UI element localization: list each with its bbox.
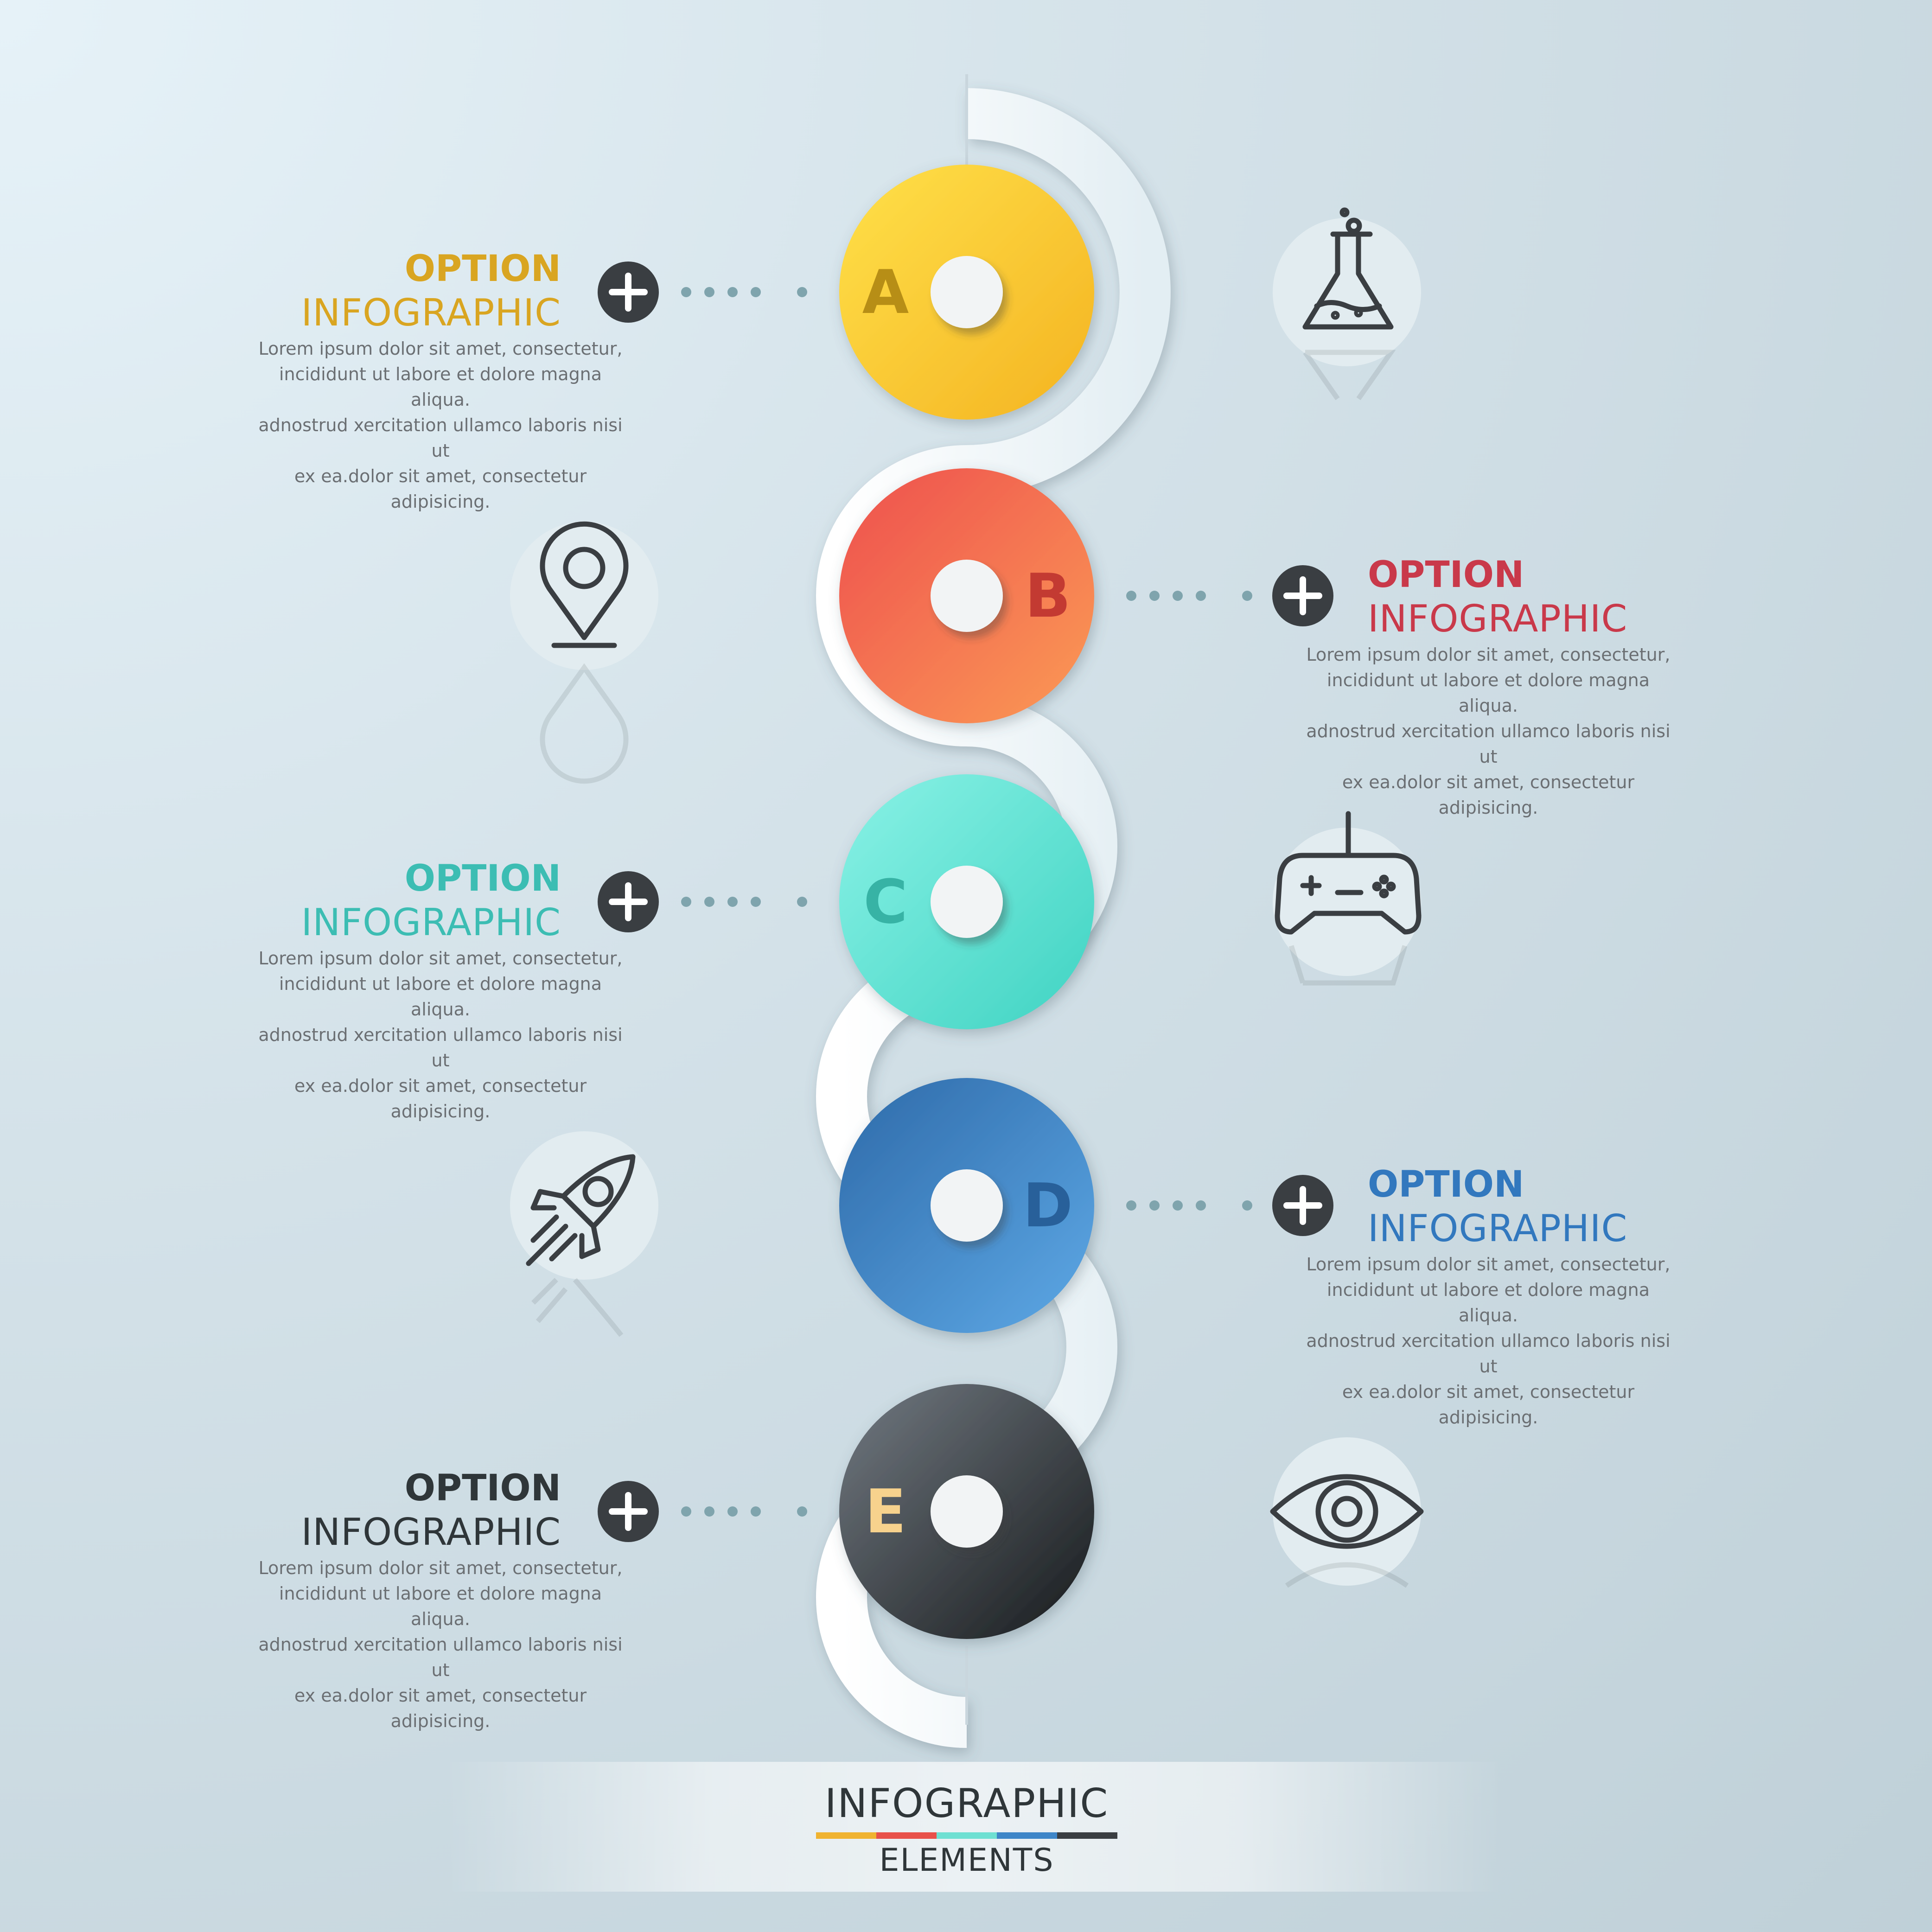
option-d-text: OPTION INFOGRAPHIC Lorem ipsum dolor sit… bbox=[1298, 1164, 1678, 1430]
option-e-body: Lorem ipsum dolor sit amet, consectetur,… bbox=[250, 1556, 631, 1734]
option-b-line-4: ex ea.dolor sit amet, consectetur adipis… bbox=[1342, 772, 1635, 818]
option-b-line-3: adnostrud xercitation ullamco laboris ni… bbox=[1306, 721, 1671, 767]
option-b-title: OPTION bbox=[1368, 554, 1524, 596]
option-d-title: OPTION bbox=[1368, 1164, 1524, 1205]
option-d-subtitle: INFOGRAPHIC bbox=[1368, 1207, 1628, 1250]
rocket-icon bbox=[510, 1131, 658, 1280]
footer-title: INFOGRAPHIC bbox=[824, 1780, 1109, 1827]
option-e-line-1: Lorem ipsum dolor sit amet, consectetur, bbox=[258, 1558, 623, 1578]
knob-a[interactable] bbox=[931, 256, 1003, 328]
location-pin-icon bbox=[510, 521, 658, 670]
letter-e: E bbox=[865, 1476, 906, 1547]
option-b-line-2: incididunt ut labore et dolore magna ali… bbox=[1326, 670, 1650, 716]
plus-button-a[interactable] bbox=[598, 261, 659, 323]
option-a-subtitle: INFOGRAPHIC bbox=[301, 291, 561, 334]
option-c-body: Lorem ipsum dolor sit amet, consectetur,… bbox=[250, 946, 631, 1124]
dots-c bbox=[681, 897, 807, 907]
footer-bar-b bbox=[876, 1832, 937, 1839]
option-c-title: OPTION bbox=[404, 858, 561, 899]
option-a-line-3: adnostrud xercitation ullamco laboris ni… bbox=[258, 415, 623, 461]
letter-c: C bbox=[863, 867, 907, 937]
option-e-subtitle: INFOGRAPHIC bbox=[301, 1511, 561, 1554]
footer-bar-c bbox=[937, 1832, 997, 1839]
option-e-line-4: ex ea.dolor sit amet, consectetur adipis… bbox=[294, 1685, 587, 1731]
knob-e[interactable] bbox=[931, 1475, 1003, 1548]
plus-button-b[interactable] bbox=[1272, 565, 1333, 626]
option-d-line-2: incididunt ut labore et dolore magna ali… bbox=[1326, 1280, 1650, 1326]
option-a-line-4: ex ea.dolor sit amet, consectetur adipis… bbox=[294, 466, 587, 512]
dots-e bbox=[681, 1506, 807, 1517]
option-b-line-1: Lorem ipsum dolor sit amet, consectetur, bbox=[1306, 644, 1671, 665]
footer-bar-a bbox=[816, 1832, 876, 1839]
knob-c[interactable] bbox=[931, 866, 1003, 938]
rocket-reflection bbox=[531, 1278, 624, 1337]
option-a-text: OPTION INFOGRAPHIC Lorem ipsum dolor sit… bbox=[250, 248, 631, 515]
option-e-text: OPTION INFOGRAPHIC Lorem ipsum dolor sit… bbox=[250, 1467, 631, 1734]
dots-a bbox=[681, 287, 807, 297]
step-b[interactable]: B bbox=[839, 468, 1333, 723]
option-a-body: Lorem ipsum dolor sit amet, consectetur,… bbox=[250, 336, 631, 515]
knob-b[interactable] bbox=[931, 560, 1003, 632]
option-c-subtitle: INFOGRAPHIC bbox=[301, 901, 561, 944]
option-c-text: OPTION INFOGRAPHIC Lorem ipsum dolor sit… bbox=[250, 858, 631, 1124]
dots-d bbox=[1126, 1200, 1252, 1211]
flask-icon bbox=[1273, 207, 1421, 366]
option-c-line-4: ex ea.dolor sit amet, consectetur adipis… bbox=[294, 1076, 587, 1122]
step-c[interactable]: C bbox=[598, 774, 1094, 1029]
footer-band bbox=[445, 1762, 1502, 1892]
location-pin-reflection bbox=[540, 663, 629, 784]
option-c-line-2: incididunt ut labore et dolore magna ali… bbox=[279, 974, 602, 1020]
flask-reflection bbox=[1303, 350, 1396, 401]
option-b-text: OPTION INFOGRAPHIC Lorem ipsum dolor sit… bbox=[1298, 554, 1678, 821]
letter-b: B bbox=[1025, 561, 1071, 631]
knob-d[interactable] bbox=[931, 1169, 1003, 1242]
option-c-line-3: adnostrud xercitation ullamco laboris ni… bbox=[258, 1025, 623, 1071]
step-e[interactable]: E bbox=[598, 1384, 1094, 1639]
option-d-line-4: ex ea.dolor sit amet, consectetur adipis… bbox=[1342, 1382, 1635, 1428]
plus-button-e[interactable] bbox=[598, 1481, 659, 1542]
footer-bar-e bbox=[1057, 1832, 1117, 1839]
option-e-title: OPTION bbox=[404, 1467, 561, 1509]
dots-b bbox=[1126, 591, 1252, 601]
gamepad-reflection bbox=[1288, 945, 1408, 986]
option-e-line-2: incididunt ut labore et dolore magna ali… bbox=[279, 1583, 602, 1629]
gamepad-icon bbox=[1273, 811, 1422, 976]
footer-subtitle: ELEMENTS bbox=[879, 1842, 1054, 1879]
letter-d: D bbox=[1023, 1170, 1073, 1241]
letter-a: A bbox=[862, 257, 909, 327]
footer-color-bars bbox=[816, 1832, 1117, 1839]
option-b-subtitle: INFOGRAPHIC bbox=[1368, 597, 1628, 640]
option-a-line-1: Lorem ipsum dolor sit amet, consectetur, bbox=[258, 338, 623, 359]
plus-button-c[interactable] bbox=[598, 871, 659, 932]
option-b-body: Lorem ipsum dolor sit amet, consectetur,… bbox=[1298, 642, 1678, 821]
plus-button-d[interactable] bbox=[1272, 1175, 1333, 1236]
option-d-line-3: adnostrud xercitation ullamco laboris ni… bbox=[1306, 1331, 1671, 1377]
option-e-line-3: adnostrud xercitation ullamco laboris ni… bbox=[258, 1634, 623, 1680]
eye-reflection bbox=[1285, 1562, 1409, 1588]
footer-bar-d bbox=[997, 1832, 1057, 1839]
option-d-line-1: Lorem ipsum dolor sit amet, consectetur, bbox=[1306, 1254, 1671, 1275]
step-d[interactable]: D bbox=[839, 1078, 1333, 1333]
eye-icon bbox=[1270, 1437, 1424, 1586]
option-c-line-1: Lorem ipsum dolor sit amet, consectetur, bbox=[258, 948, 623, 969]
option-d-body: Lorem ipsum dolor sit amet, consectetur,… bbox=[1298, 1252, 1678, 1430]
step-a[interactable]: A bbox=[598, 165, 1094, 420]
option-a-line-2: incididunt ut labore et dolore magna ali… bbox=[279, 364, 602, 410]
option-a-title: OPTION bbox=[404, 248, 561, 290]
